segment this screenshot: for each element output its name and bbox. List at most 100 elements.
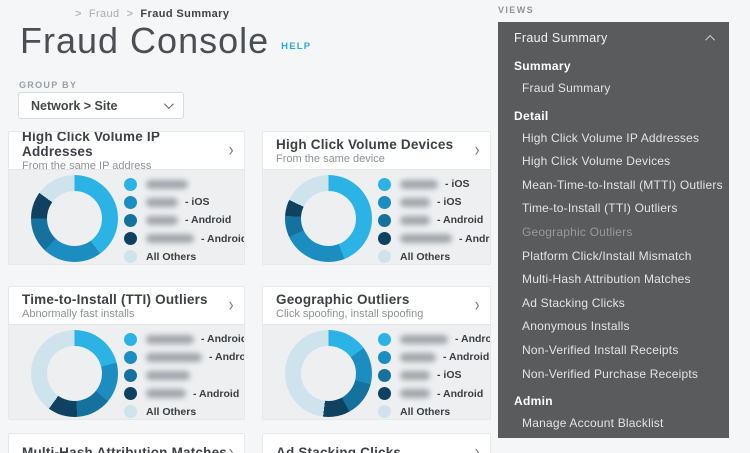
chevron-right-icon: › (228, 442, 234, 453)
card-chart-area: - Android - Android - Android All Others (9, 324, 245, 419)
views-dropdown-header[interactable]: Fraud Summary (498, 25, 729, 51)
card-title-wrap: Time-to-Install (TTI) Outliers Abnormally… (22, 292, 208, 320)
legend-label: - Android (201, 333, 245, 346)
main-content: > Fraud > Fraud Summary Fraud Console HE… (8, 8, 491, 453)
group-by-select[interactable]: Network > Site (18, 92, 184, 119)
fraud-card-geographic-outliers[interactable]: Geographic Outliers Click spoofing, insta… (262, 286, 491, 420)
views-item-fraud-summary[interactable]: Fraud Summary (522, 81, 611, 95)
breadcrumb-fraud-summary[interactable]: Fraud Summary (140, 8, 230, 20)
legend-dot-icon (378, 177, 391, 191)
legend-item: - Android (124, 230, 244, 248)
legend-item: - Android (378, 211, 490, 229)
views-section-admin: Admin (514, 394, 553, 409)
card-header[interactable]: Geographic Outliers Click spoofing, insta… (263, 287, 490, 324)
card-title-wrap: Multi-Hash Attribution Matches (22, 445, 227, 453)
card-title-wrap: High Click Volume Devices From the same d… (276, 137, 453, 165)
legend-dot-icon (124, 387, 137, 401)
card-header[interactable]: Multi-Hash Attribution Matches › (9, 434, 244, 453)
legend-item (124, 366, 244, 384)
legend-item: - Android (124, 348, 244, 366)
redacted-label (146, 352, 202, 362)
donut-chart (31, 175, 118, 262)
card-header[interactable]: High Click Volume Devices From the same d… (263, 132, 490, 169)
chevron-right-icon: › (228, 140, 234, 161)
views-item-time-to-install-tti-outliers[interactable]: Time-to-Install (TTI) Outliers (522, 201, 678, 216)
legend-dot-icon (124, 232, 137, 246)
card-subtitle: Click spoofing, install spoofing (276, 307, 424, 320)
legend-item: All Others (378, 248, 490, 264)
views-item-multi-hash-attribution-matches[interactable]: Multi-Hash Attribution Matches (522, 272, 691, 287)
card-chart-area: - iOS - iOS - Android - Android All Others (263, 169, 490, 264)
legend-dot-icon (378, 350, 391, 364)
fraud-card-multi-hash-attribution-matches[interactable]: Multi-Hash Attribution Matches › (8, 433, 245, 453)
donut-hole (47, 191, 102, 246)
legend-label: - iOS (185, 196, 210, 209)
views-item-anonymous-installs[interactable]: Anonymous Installs (522, 319, 630, 334)
legend-dot-icon (124, 368, 137, 382)
legend-label: - Android (193, 387, 240, 400)
legend-item: - Android (124, 330, 245, 348)
chevron-right-icon: › (474, 442, 480, 453)
legend-item: All Others (378, 403, 490, 419)
legend-item: - iOS (378, 366, 490, 384)
card-header[interactable]: Time-to-Install (TTI) Outliers Abnormally… (9, 287, 244, 324)
donut-chart (285, 175, 372, 262)
fraud-card-ad-stacking-clicks[interactable]: Ad Stacking Clicks › (262, 433, 491, 453)
legend-item: - Android (124, 385, 244, 403)
chart-legend: - iOS - Android - Android All Others (124, 175, 244, 264)
views-item-mean-time-to-install-mtti-outliers[interactable]: Mean-Time-to-Install (MTTI) Outliers (522, 177, 723, 192)
legend-item: - Android (378, 230, 490, 248)
legend-label: - Android (437, 387, 484, 400)
legend-dot-icon (378, 195, 391, 209)
card-title: Time-to-Install (TTI) Outliers (22, 291, 208, 307)
card-header[interactable]: High Click Volume IP Addresses From the s… (9, 131, 244, 172)
views-item-high-click-volume-devices[interactable]: High Click Volume Devices (522, 154, 671, 169)
redacted-label (400, 334, 448, 344)
views-item-high-click-volume-ip-addresses[interactable]: High Click Volume IP Addresses (522, 130, 700, 145)
redacted-label (400, 352, 436, 362)
redacted-label (400, 234, 452, 244)
card-title: High Click Volume IP Addresses (22, 131, 160, 159)
card-subtitle: Abnormally fast installs (22, 307, 135, 320)
page-title-row: Fraud Console HELP (20, 22, 311, 60)
views-item-geographic-outliers: Geographic Outliers (522, 224, 633, 239)
legend-label: All Others (146, 405, 197, 418)
legend-dot-icon (124, 350, 137, 364)
help-link[interactable]: HELP (281, 40, 312, 52)
views-item-non-verified-install-receipts[interactable]: Non-Verified Install Receipts (522, 342, 679, 357)
legend-item: - Android (124, 211, 244, 229)
legend-label: All Others (146, 250, 197, 263)
donut-hole (301, 346, 356, 401)
breadcrumb: > Fraud > Fraud Summary (75, 8, 229, 20)
legend-dot-icon (378, 368, 391, 382)
chevron-down-icon (163, 99, 174, 110)
card-title-wrap: High Click Volume IP Addresses From the s… (22, 131, 228, 172)
group-by-label: GROUP BY (19, 80, 78, 90)
redacted-label (146, 334, 194, 344)
breadcrumb-fraud[interactable]: Fraud (88, 8, 120, 20)
legend-label: All Others (400, 405, 451, 418)
redacted-label (146, 370, 190, 380)
chevron-right-icon: › (474, 295, 480, 316)
views-panel-label: VIEWS (498, 5, 535, 15)
breadcrumb-separator: > (126, 8, 134, 20)
views-item-non-verified-purchase-receipts[interactable]: Non-Verified Purchase Receipts (522, 366, 699, 381)
legend-dot-icon (378, 213, 391, 227)
views-item-platform-click-install-mismatch[interactable]: Platform Click/Install Mismatch (522, 248, 692, 263)
fraud-card-high-click-volume-devices[interactable]: High Click Volume Devices From the same d… (262, 131, 491, 265)
legend-label: - Android (443, 351, 490, 364)
legend-label: - Android (437, 214, 484, 227)
views-item-ad-stacking-clicks[interactable]: Ad Stacking Clicks (522, 295, 625, 310)
fraud-card-time-to-install-tti-outliers[interactable]: Time-to-Install (TTI) Outliers Abnormally… (8, 286, 245, 420)
redacted-label (146, 179, 188, 189)
legend-dot-icon (378, 387, 391, 401)
card-header[interactable]: Ad Stacking Clicks › (263, 434, 490, 453)
fraud-card-high-click-volume-ip-addresses[interactable]: High Click Volume IP Addresses From the s… (8, 131, 245, 265)
redacted-label (400, 370, 430, 380)
redacted-label (400, 179, 438, 189)
views-item-manage-account-blacklist[interactable]: Manage Account Blacklist (522, 416, 664, 431)
redacted-label (146, 215, 178, 225)
legend-dot-icon (124, 177, 137, 191)
legend-item: - Android (378, 385, 490, 403)
